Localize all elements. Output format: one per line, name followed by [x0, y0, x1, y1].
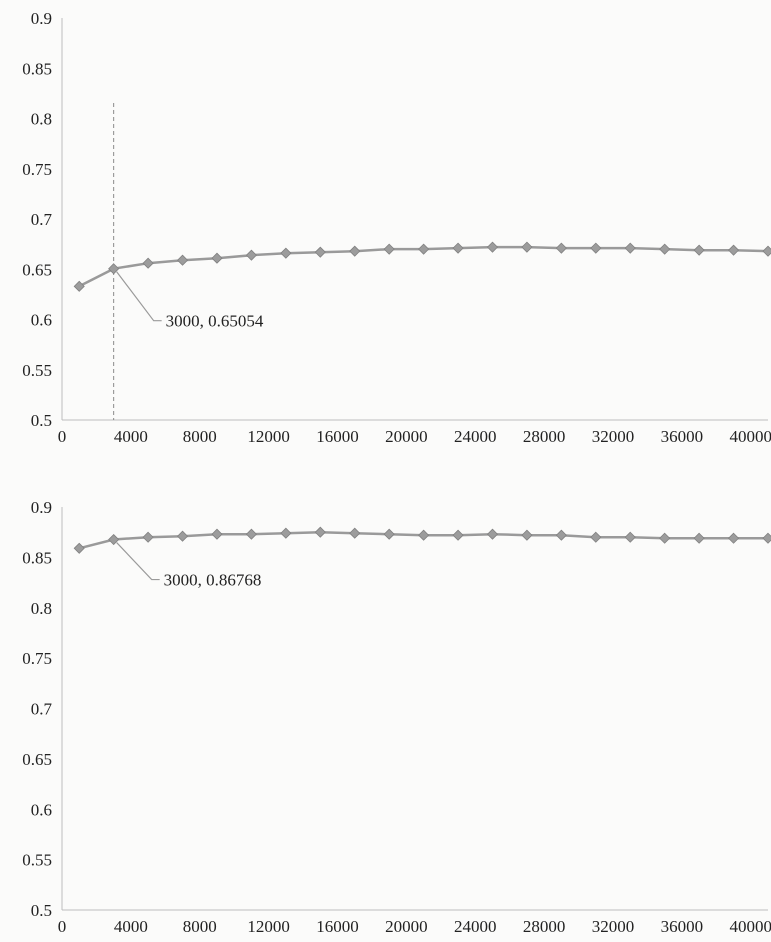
data-point — [762, 532, 771, 544]
callout-leader-line — [116, 271, 162, 322]
data-point — [73, 542, 85, 554]
x-tick-label: 8000 — [183, 427, 217, 446]
x-tick-label: 12000 — [247, 427, 290, 446]
x-tick-label: 20000 — [385, 427, 428, 446]
y-tick-label: 0.8 — [31, 599, 52, 618]
x-tick-label: 24000 — [454, 917, 497, 936]
callout-leader-line — [116, 542, 160, 581]
y-tick-label: 0.9 — [31, 9, 52, 28]
data-point — [659, 243, 671, 255]
y-tick-label: 0.5 — [31, 901, 52, 920]
data-point — [624, 531, 636, 543]
chart-2: 0.5 0.55 0.6 0.65 0.7 0.75 0.8 0.85 0.9 0 4000 8000… — [22, 498, 771, 936]
data-point — [590, 242, 602, 254]
data-point — [73, 280, 85, 292]
data-point — [349, 245, 361, 257]
x-tick-label: 0 — [58, 427, 67, 446]
x-tick-label: 28000 — [523, 917, 566, 936]
data-point — [280, 527, 292, 539]
x-tick-label: 20000 — [385, 917, 428, 936]
y-tick-label: 0.65 — [22, 750, 52, 769]
x-tick-label: 24000 — [454, 427, 497, 446]
data-point — [108, 263, 120, 275]
data-point — [624, 242, 636, 254]
y-tick-label: 0.8 — [31, 110, 52, 129]
data-point — [486, 241, 499, 253]
data-point — [280, 247, 292, 259]
data-point — [142, 257, 154, 269]
y-tick-label: 0.65 — [22, 260, 52, 279]
data-point — [383, 243, 395, 255]
y-tick-label: 0.55 — [22, 361, 52, 380]
data-point — [555, 529, 567, 541]
data-point — [452, 242, 464, 254]
data-point — [762, 245, 771, 257]
data-point — [486, 528, 499, 540]
y-tick-label: 0.6 — [31, 800, 52, 819]
x-tick-label: 0 — [58, 917, 67, 936]
data-point — [142, 531, 154, 543]
y-tick-label: 0.6 — [31, 311, 52, 330]
data-point — [693, 244, 705, 256]
data-point — [245, 528, 257, 540]
data-point — [176, 530, 189, 542]
data-point — [314, 246, 326, 258]
data-point — [727, 244, 740, 256]
data-point — [693, 532, 705, 544]
data-point — [211, 252, 223, 264]
y-tick-label: 0.55 — [22, 851, 52, 870]
x-tick-label: 40000 — [730, 917, 771, 936]
x-tick-label: 40000 — [730, 427, 771, 446]
x-tick-label: 4000 — [114, 427, 148, 446]
y-tick-label: 0.7 — [31, 700, 53, 719]
x-tick-label: 36000 — [661, 917, 704, 936]
data-point — [108, 533, 120, 546]
data-point — [383, 528, 395, 540]
data-point — [521, 529, 533, 541]
x-tick-label: 32000 — [592, 427, 635, 446]
data-point — [418, 243, 430, 255]
data-point — [211, 528, 223, 540]
data-callout-label: 3000, 0.65054 — [166, 312, 264, 331]
y-tick-label: 0.75 — [22, 649, 52, 668]
x-tick-label: 28000 — [523, 427, 566, 446]
data-point — [176, 254, 189, 266]
y-tick-label: 0.5 — [31, 411, 52, 430]
data-point — [555, 242, 567, 254]
data-point — [314, 526, 326, 538]
x-tick-label: 36000 — [661, 427, 704, 446]
data-point — [521, 241, 533, 253]
data-point — [349, 527, 361, 539]
y-tick-label: 0.75 — [22, 160, 52, 179]
y-tick-label: 0.85 — [22, 548, 52, 567]
data-callout-label: 3000, 0.86768 — [164, 571, 262, 590]
x-tick-label: 8000 — [183, 917, 217, 936]
y-tick-label: 0.7 — [31, 210, 53, 229]
data-point — [590, 531, 602, 543]
x-tick-label: 16000 — [316, 427, 359, 446]
chart-1: 0.5 0.55 0.6 0.65 0.7 0.75 0.8 0.85 0.9 0 4000 8000… — [22, 9, 771, 446]
x-tick-label: 4000 — [114, 917, 148, 936]
y-tick-label: 0.85 — [22, 59, 52, 78]
data-point — [452, 529, 464, 541]
data-point — [418, 529, 430, 541]
x-tick-label: 12000 — [247, 917, 290, 936]
y-tick-label: 0.9 — [31, 498, 52, 517]
x-tick-label: 32000 — [592, 917, 635, 936]
data-point — [659, 532, 671, 544]
data-point — [245, 249, 257, 261]
x-tick-label: 16000 — [316, 917, 359, 936]
data-point — [727, 532, 740, 544]
